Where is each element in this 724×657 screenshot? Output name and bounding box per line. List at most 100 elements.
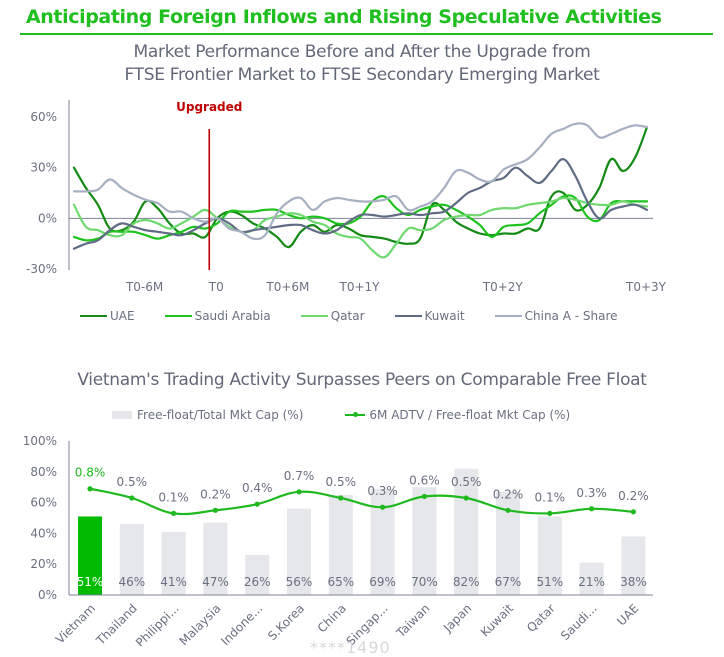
line-chart-title: Market Performance Before and After the …: [0, 41, 724, 87]
bar-value-label: 51%: [536, 575, 563, 589]
legend-swatch: [494, 315, 522, 317]
x-tick-label: T0: [208, 280, 224, 294]
y-tick-label: 20%: [30, 557, 57, 571]
x-tick-label: T0+1Y: [339, 280, 381, 294]
x-category-label: Thailand: [93, 601, 140, 646]
series-line-qatar: [72, 196, 649, 259]
adtv-value-label: 0.5%: [117, 475, 148, 489]
legend-label: China A - Share: [524, 309, 618, 323]
y-tick-label: 30%: [30, 161, 57, 175]
x-tick-label: T0+6M: [265, 280, 309, 294]
bar-malaysia: [203, 522, 228, 595]
page-title: Anticipating Foreign Inflows and Rising …: [26, 6, 662, 28]
bar-qatar: [537, 516, 562, 595]
adtv-point: [171, 510, 177, 516]
bar-chart-legend: Free-float/Total Mkt Cap (%) 6M ADTV / F…: [112, 408, 600, 422]
y-tick-label: 0%: [38, 588, 57, 602]
bar-chart-title: Vietnam's Trading Activity Surpasses Pee…: [77, 370, 647, 390]
bar-value-label: 82%: [453, 575, 480, 589]
legend-line-swatch: [345, 412, 366, 417]
bar-value-label: 47%: [202, 575, 229, 589]
legend-label: 6M ADTV / Free-float Mkt Cap (%): [369, 408, 571, 422]
bar-taiwan: [412, 487, 437, 595]
bar-value-label: 70%: [411, 575, 438, 589]
adtv-point: [254, 501, 260, 507]
x-category-label: Qatar: [524, 601, 558, 635]
x-category-label: UAE: [614, 601, 641, 628]
legend-label: UAE: [110, 309, 135, 323]
bar-skorea: [287, 508, 311, 595]
adtv-point: [338, 495, 344, 501]
adtv-value-label: 0.5%: [326, 475, 357, 489]
series-line-uae: [72, 126, 649, 249]
adtv-value-label: 0.1%: [535, 490, 566, 504]
bar-value-label: 21%: [578, 575, 605, 589]
bar-uae: [621, 536, 646, 595]
legend-swatch: [80, 315, 107, 317]
adtv-point: [296, 489, 302, 495]
series-line-saudi-arabia: [72, 194, 649, 242]
series-line-china-a-share: [72, 122, 649, 241]
y-tick-label: 100%: [23, 434, 57, 448]
adtv-point: [129, 495, 135, 501]
adtv-point: [463, 495, 469, 501]
title-divider: [20, 33, 713, 35]
adtv-value-label: 0.5%: [451, 475, 482, 489]
legend-label: Saudi Arabia: [194, 309, 271, 323]
bar-value-label: 65%: [327, 575, 354, 589]
bar-vietnam: [78, 516, 102, 595]
bar-value-label: 67%: [495, 575, 522, 589]
legend-swatch: [164, 315, 192, 317]
adtv-point: [547, 510, 553, 516]
legend-label: Qatar: [330, 309, 365, 323]
adtv-point: [87, 486, 93, 492]
bar-value-label: 41%: [160, 575, 187, 589]
line-chart-title-line1: Market Performance Before and After the …: [133, 42, 591, 62]
bar-singap: [370, 488, 395, 595]
bar-value-label: 26%: [244, 575, 271, 589]
bar-value-label: 56%: [286, 575, 313, 589]
watermark: ****1490: [310, 638, 391, 657]
legend-item-qatar: Qatar: [300, 309, 365, 323]
bar-japan: [454, 468, 479, 595]
x-category-label: Vietnam: [53, 601, 98, 646]
bar-value-label: 38%: [620, 575, 647, 589]
bar-china: [328, 494, 353, 595]
bar-kuwait: [496, 491, 520, 595]
adtv-point: [380, 504, 386, 510]
y-tick-label: 40%: [30, 526, 57, 540]
legend-item-adtv: 6M ADTV / Free-float Mkt Cap (%): [345, 408, 570, 422]
y-tick-label: 60%: [30, 496, 57, 510]
adtv-value-label: 0.3%: [367, 484, 398, 498]
x-category-label: China: [315, 601, 349, 635]
x-tick-label: T0+3Y: [625, 280, 667, 294]
x-category-label: Indone...: [218, 601, 265, 646]
y-tick-label: -30%: [26, 262, 57, 276]
adtv-value-label: 0.1%: [158, 490, 189, 504]
bar-value-label: 51%: [77, 575, 104, 589]
x-category-label: Japan: [440, 601, 474, 635]
legend-swatch: [300, 315, 328, 317]
adtv-point: [421, 493, 427, 500]
series-line-kuwait: [72, 158, 649, 250]
legend-bar-swatch: [112, 411, 132, 419]
x-category-label: Taiwan: [393, 601, 432, 640]
bar-philippi: [161, 531, 186, 595]
adtv-value-label: 0.4%: [242, 481, 273, 495]
upgrade-annotation: Upgraded: [176, 100, 242, 114]
legend-label: Kuwait: [424, 309, 465, 323]
adtv-value-label: 0.2%: [493, 487, 524, 501]
adtv-point: [589, 506, 595, 512]
legend-item-china-a-share: China A - Share: [494, 309, 618, 323]
adtv-value-label: 0.2%: [618, 489, 649, 503]
legend-item-free-float: Free-float/Total Mkt Cap (%): [112, 408, 303, 422]
line-chart-legend: UAE Saudi Arabia Qatar Kuwait China A - Shar…: [80, 309, 648, 323]
adtv-value-label: 0.7%: [284, 469, 315, 483]
x-category-label: S.Korea: [265, 601, 307, 643]
line-chart-title-line2: FTSE Frontier Market to FTSE Secondary E…: [124, 65, 600, 85]
adtv-value-label: 0.6%: [409, 473, 440, 487]
x-category-label: Philippi...: [133, 601, 182, 646]
x-tick-label: T0+2Y: [482, 280, 524, 294]
bar-thailand: [119, 524, 144, 595]
x-category-label: Kuwait: [478, 601, 516, 639]
